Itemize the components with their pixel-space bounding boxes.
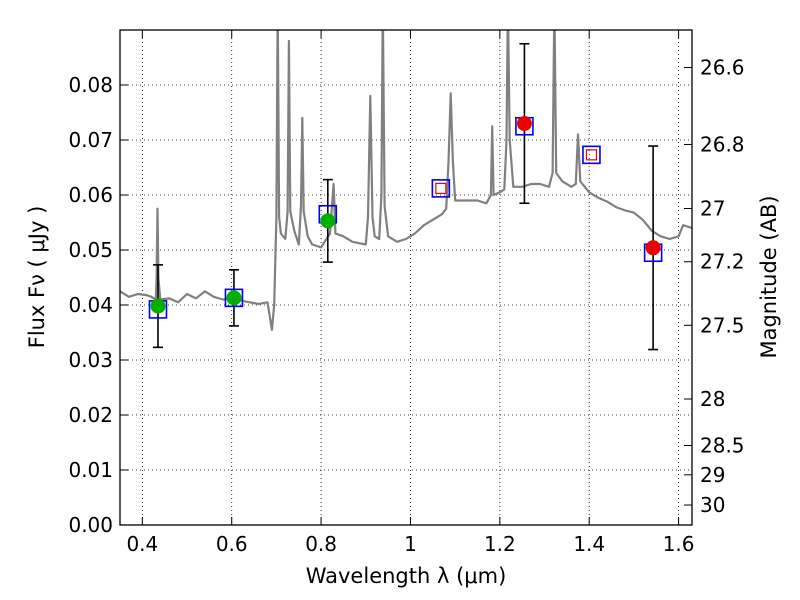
x-tick-label: 1.6	[663, 532, 695, 556]
x-tick-label: 0.4	[126, 532, 158, 556]
x-tick-label: 0.6	[216, 532, 248, 556]
y-tick-label: 0.02	[68, 403, 113, 427]
red-data-point	[516, 116, 532, 131]
y-tick-label: 0.00	[68, 513, 113, 537]
y-tick-label: 0.04	[68, 293, 113, 317]
mag-tick-label: 26.6	[700, 56, 745, 80]
mag-tick-label: 28.5	[700, 433, 745, 457]
mag-tick-label: 30	[700, 493, 725, 517]
mag-tick-label: 27	[700, 196, 725, 220]
y-tick-label: 0.07	[68, 128, 113, 152]
x-axis-label: Wavelength λ (μm)	[306, 564, 507, 588]
y-tick-label: 0.05	[68, 238, 113, 262]
mag-tick-label: 27.2	[700, 250, 745, 274]
green-data-point	[150, 298, 166, 314]
y-tick-label: 0.01	[68, 458, 113, 482]
model-box	[431, 179, 451, 198]
y-tick-label: 0.03	[68, 348, 113, 372]
red-data-point	[645, 240, 661, 256]
x-tick-label: 0.8	[305, 532, 337, 556]
mag-tick-label: 26.8	[700, 132, 745, 156]
mag-tick-label: 28	[700, 387, 725, 411]
green-data-point	[226, 290, 242, 306]
mag-tick-label: 29	[700, 463, 725, 487]
plot-frame	[119, 29, 693, 526]
mag-tick-label: 27.5	[700, 313, 745, 337]
upper-limit-marker	[435, 182, 447, 194]
x-tick-label: 1.2	[484, 532, 516, 556]
model-box	[224, 288, 244, 308]
y-axis-label: Flux Fν ( μJy )	[25, 206, 49, 349]
y-axis-label-right: Magnitude (AB)	[757, 195, 781, 358]
x-tick-label: 1.4	[573, 532, 605, 556]
markers	[148, 42, 663, 351]
model-box	[582, 145, 601, 165]
ticks: 0.4 0.6 0.8 1 1.2 1.4 1.6 0.00 0.01 0.02 0.03 0.04 0…	[68, 30, 745, 556]
green-data-point	[320, 213, 336, 229]
upper-limit-marker	[585, 149, 598, 161]
x-tick-label: 1	[404, 532, 417, 556]
y-tick-label: 0.08	[68, 73, 113, 97]
y-tick-label: 0.06	[68, 183, 113, 207]
